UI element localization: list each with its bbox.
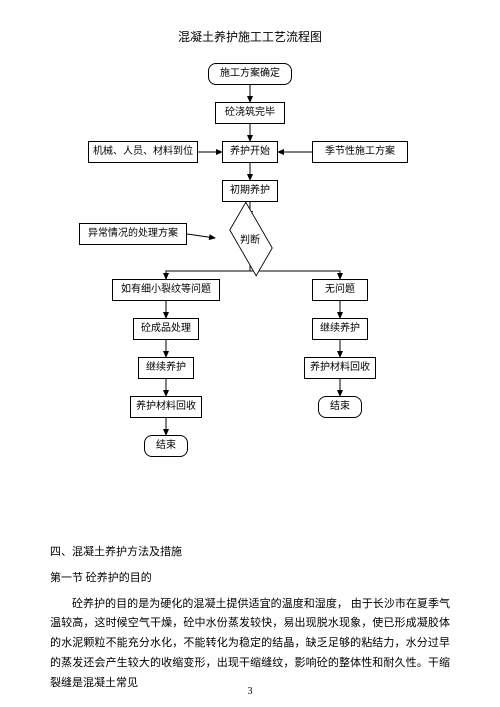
flow-node: 施工方案确定 (208, 63, 292, 85)
flow-node: 砼成品处理 (133, 318, 199, 340)
flow-node: 异常情况的处理方案 (79, 223, 187, 245)
section-heading-2: 第一节 砼养护的目的 (50, 569, 450, 589)
flow-decision: 判断 (215, 217, 285, 259)
flow-node: 继续养护 (138, 357, 194, 379)
page-title: 混凝土养护施工工艺流程图 (0, 0, 500, 53)
flow-node: 无问题 (312, 279, 368, 301)
flow-node: 机械、人员、材料到位 (88, 141, 198, 163)
flow-node: 养护材料回收 (304, 357, 376, 379)
flow-node: 砼浇筑完毕 (215, 102, 285, 124)
flow-node: 结束 (318, 396, 362, 418)
flow-node: 如有细小裂纹等问题 (112, 279, 220, 301)
body-paragraph: 砼养护的目的是为硬化的混凝土提供适宜的温度和湿度， 由于长沙市在夏季气温较高，这… (50, 595, 450, 694)
flow-node: 季节性施工方案 (312, 141, 408, 163)
flow-node: 养护材料回收 (130, 396, 202, 418)
flow-node: 继续养护 (312, 318, 368, 340)
section-heading-1: 四、混凝土养护方法及措施 (50, 543, 450, 563)
flow-node: 初期养护 (222, 180, 278, 202)
flow-node: 养护开始 (222, 141, 278, 163)
flow-node: 结束 (144, 435, 188, 457)
page-number: 3 (0, 686, 500, 697)
flowchart-area: 施工方案确定砼浇筑完毕机械、人员、材料到位 养护开始 季节性施工方案初期养护异常情况… (0, 53, 500, 523)
body-text: 四、混凝土养护方法及措施 第一节 砼养护的目的 砼养护的目的是为硬化的混凝土提供… (0, 523, 500, 694)
